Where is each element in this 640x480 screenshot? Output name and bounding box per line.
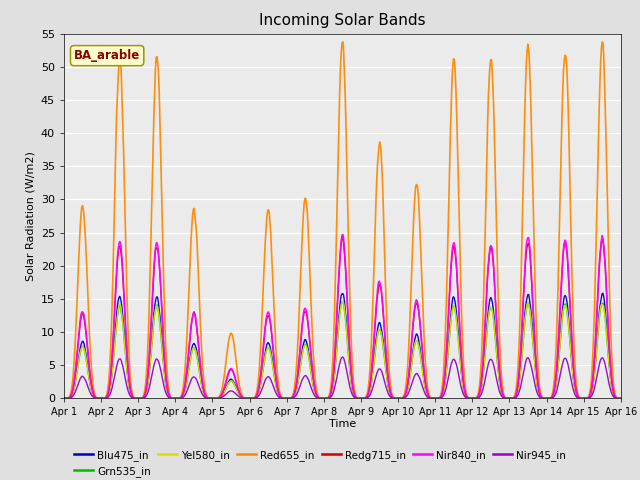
X-axis label: Time: Time xyxy=(329,419,356,429)
Title: Incoming Solar Bands: Incoming Solar Bands xyxy=(259,13,426,28)
Text: BA_arable: BA_arable xyxy=(74,49,140,62)
Y-axis label: Solar Radiation (W/m2): Solar Radiation (W/m2) xyxy=(26,151,35,281)
Legend: Blu475_in, Grn535_in, Yel580_in, Red655_in, Redg715_in, Nir840_in, Nir945_in: Blu475_in, Grn535_in, Yel580_in, Red655_… xyxy=(70,445,570,480)
